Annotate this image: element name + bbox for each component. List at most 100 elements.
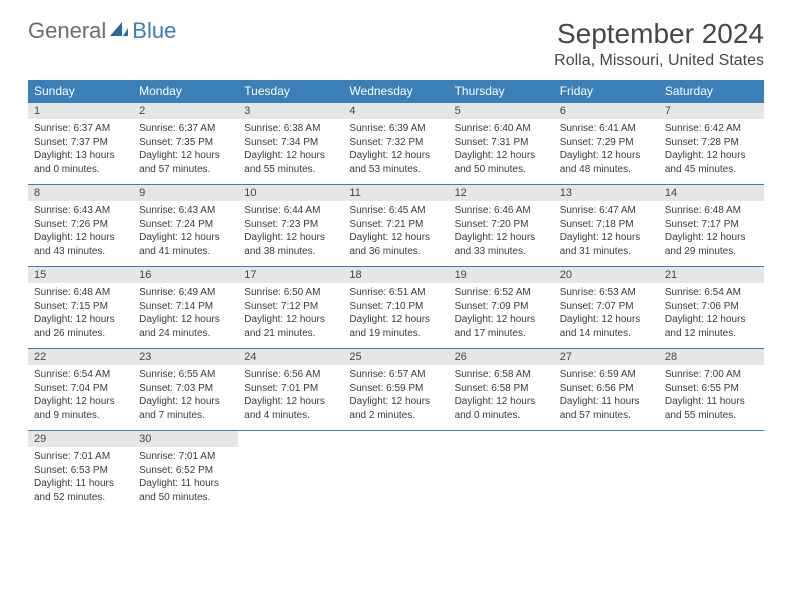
day-details <box>449 435 554 495</box>
sunrise-text: Sunrise: 7:00 AM <box>665 368 758 382</box>
day-number: 29 <box>28 431 133 447</box>
sunset-text: Sunset: 7:32 PM <box>349 136 442 150</box>
sunset-text: Sunset: 7:01 PM <box>244 382 337 396</box>
sunrise-text: Sunrise: 6:48 AM <box>34 286 127 300</box>
calendar-day <box>449 431 554 512</box>
day-number: 5 <box>449 103 554 119</box>
day-details: Sunrise: 6:54 AMSunset: 7:04 PMDaylight:… <box>28 365 133 430</box>
day-details: Sunrise: 6:50 AMSunset: 7:12 PMDaylight:… <box>238 283 343 348</box>
calendar-week: 22Sunrise: 6:54 AMSunset: 7:04 PMDayligh… <box>28 348 764 430</box>
day-details: Sunrise: 6:56 AMSunset: 7:01 PMDaylight:… <box>238 365 343 430</box>
day-details: Sunrise: 6:49 AMSunset: 7:14 PMDaylight:… <box>133 283 238 348</box>
location-label: Rolla, Missouri, United States <box>554 52 764 70</box>
day-details: Sunrise: 6:41 AMSunset: 7:29 PMDaylight:… <box>554 119 659 184</box>
sunrise-text: Sunrise: 6:44 AM <box>244 204 337 218</box>
sunrise-text: Sunrise: 6:54 AM <box>665 286 758 300</box>
sunrise-text: Sunrise: 6:43 AM <box>139 204 232 218</box>
calendar-day: 27Sunrise: 6:59 AMSunset: 6:56 PMDayligh… <box>554 349 659 430</box>
calendar-week: 29Sunrise: 7:01 AMSunset: 6:53 PMDayligh… <box>28 430 764 512</box>
day-details: Sunrise: 6:42 AMSunset: 7:28 PMDaylight:… <box>659 119 764 184</box>
day-details: Sunrise: 6:58 AMSunset: 6:58 PMDaylight:… <box>449 365 554 430</box>
sunrise-text: Sunrise: 6:47 AM <box>560 204 653 218</box>
sunset-text: Sunset: 6:52 PM <box>139 464 232 478</box>
daylight-text: Daylight: 12 hours and 33 minutes. <box>455 231 548 258</box>
weekday-label: Monday <box>133 80 238 102</box>
sunset-text: Sunset: 7:37 PM <box>34 136 127 150</box>
day-details: Sunrise: 6:55 AMSunset: 7:03 PMDaylight:… <box>133 365 238 430</box>
sunset-text: Sunset: 7:35 PM <box>139 136 232 150</box>
logo-text-general: General <box>28 18 106 44</box>
day-details: Sunrise: 6:43 AMSunset: 7:26 PMDaylight:… <box>28 201 133 266</box>
calendar-day <box>554 431 659 512</box>
calendar-week: 1Sunrise: 6:37 AMSunset: 7:37 PMDaylight… <box>28 102 764 184</box>
day-details: Sunrise: 6:40 AMSunset: 7:31 PMDaylight:… <box>449 119 554 184</box>
daylight-text: Daylight: 12 hours and 57 minutes. <box>139 149 232 176</box>
day-number: 23 <box>133 349 238 365</box>
calendar-day: 7Sunrise: 6:42 AMSunset: 7:28 PMDaylight… <box>659 103 764 184</box>
calendar: Sunday Monday Tuesday Wednesday Thursday… <box>28 80 764 512</box>
calendar-day: 28Sunrise: 7:00 AMSunset: 6:55 PMDayligh… <box>659 349 764 430</box>
sunset-text: Sunset: 7:10 PM <box>349 300 442 314</box>
daylight-text: Daylight: 12 hours and 7 minutes. <box>139 395 232 422</box>
day-details: Sunrise: 6:53 AMSunset: 7:07 PMDaylight:… <box>554 283 659 348</box>
sunrise-text: Sunrise: 6:59 AM <box>560 368 653 382</box>
daylight-text: Daylight: 12 hours and 41 minutes. <box>139 231 232 258</box>
day-details: Sunrise: 6:37 AMSunset: 7:37 PMDaylight:… <box>28 119 133 184</box>
daylight-text: Daylight: 12 hours and 0 minutes. <box>455 395 548 422</box>
weekday-label: Wednesday <box>343 80 448 102</box>
day-details: Sunrise: 6:46 AMSunset: 7:20 PMDaylight:… <box>449 201 554 266</box>
calendar-day: 30Sunrise: 7:01 AMSunset: 6:52 PMDayligh… <box>133 431 238 512</box>
sunrise-text: Sunrise: 6:43 AM <box>34 204 127 218</box>
day-number: 13 <box>554 185 659 201</box>
calendar-day: 26Sunrise: 6:58 AMSunset: 6:58 PMDayligh… <box>449 349 554 430</box>
calendar-day: 15Sunrise: 6:48 AMSunset: 7:15 PMDayligh… <box>28 267 133 348</box>
page-title: September 2024 <box>554 18 764 50</box>
daylight-text: Daylight: 11 hours and 57 minutes. <box>560 395 653 422</box>
day-number: 25 <box>343 349 448 365</box>
day-number: 12 <box>449 185 554 201</box>
sunset-text: Sunset: 6:59 PM <box>349 382 442 396</box>
weekday-label: Thursday <box>449 80 554 102</box>
sunrise-text: Sunrise: 7:01 AM <box>34 450 127 464</box>
day-number: 7 <box>659 103 764 119</box>
day-details: Sunrise: 6:43 AMSunset: 7:24 PMDaylight:… <box>133 201 238 266</box>
day-details: Sunrise: 6:37 AMSunset: 7:35 PMDaylight:… <box>133 119 238 184</box>
day-details: Sunrise: 6:47 AMSunset: 7:18 PMDaylight:… <box>554 201 659 266</box>
day-details: Sunrise: 6:48 AMSunset: 7:17 PMDaylight:… <box>659 201 764 266</box>
daylight-text: Daylight: 12 hours and 2 minutes. <box>349 395 442 422</box>
day-details: Sunrise: 6:44 AMSunset: 7:23 PMDaylight:… <box>238 201 343 266</box>
daylight-text: Daylight: 12 hours and 50 minutes. <box>455 149 548 176</box>
calendar-day: 13Sunrise: 6:47 AMSunset: 7:18 PMDayligh… <box>554 185 659 266</box>
calendar-day <box>659 431 764 512</box>
sunset-text: Sunset: 7:18 PM <box>560 218 653 232</box>
calendar-day: 1Sunrise: 6:37 AMSunset: 7:37 PMDaylight… <box>28 103 133 184</box>
sunrise-text: Sunrise: 6:57 AM <box>349 368 442 382</box>
sunrise-text: Sunrise: 6:39 AM <box>349 122 442 136</box>
sunrise-text: Sunrise: 6:56 AM <box>244 368 337 382</box>
day-number: 10 <box>238 185 343 201</box>
sunset-text: Sunset: 7:06 PM <box>665 300 758 314</box>
daylight-text: Daylight: 12 hours and 26 minutes. <box>34 313 127 340</box>
day-details: Sunrise: 7:00 AMSunset: 6:55 PMDaylight:… <box>659 365 764 430</box>
sunset-text: Sunset: 7:09 PM <box>455 300 548 314</box>
day-number: 19 <box>449 267 554 283</box>
sunset-text: Sunset: 7:14 PM <box>139 300 232 314</box>
day-details: Sunrise: 6:48 AMSunset: 7:15 PMDaylight:… <box>28 283 133 348</box>
sunrise-text: Sunrise: 6:55 AM <box>139 368 232 382</box>
sunset-text: Sunset: 6:56 PM <box>560 382 653 396</box>
sunset-text: Sunset: 7:29 PM <box>560 136 653 150</box>
weekday-label: Sunday <box>28 80 133 102</box>
day-number: 27 <box>554 349 659 365</box>
day-number: 22 <box>28 349 133 365</box>
day-number: 9 <box>133 185 238 201</box>
calendar-day <box>343 431 448 512</box>
sunrise-text: Sunrise: 6:37 AM <box>139 122 232 136</box>
logo-text-blue: Blue <box>132 18 176 44</box>
sunrise-text: Sunrise: 6:46 AM <box>455 204 548 218</box>
daylight-text: Daylight: 12 hours and 17 minutes. <box>455 313 548 340</box>
sunrise-text: Sunrise: 6:48 AM <box>665 204 758 218</box>
day-details: Sunrise: 6:59 AMSunset: 6:56 PMDaylight:… <box>554 365 659 430</box>
sunset-text: Sunset: 7:21 PM <box>349 218 442 232</box>
daylight-text: Daylight: 12 hours and 29 minutes. <box>665 231 758 258</box>
sunset-text: Sunset: 7:24 PM <box>139 218 232 232</box>
